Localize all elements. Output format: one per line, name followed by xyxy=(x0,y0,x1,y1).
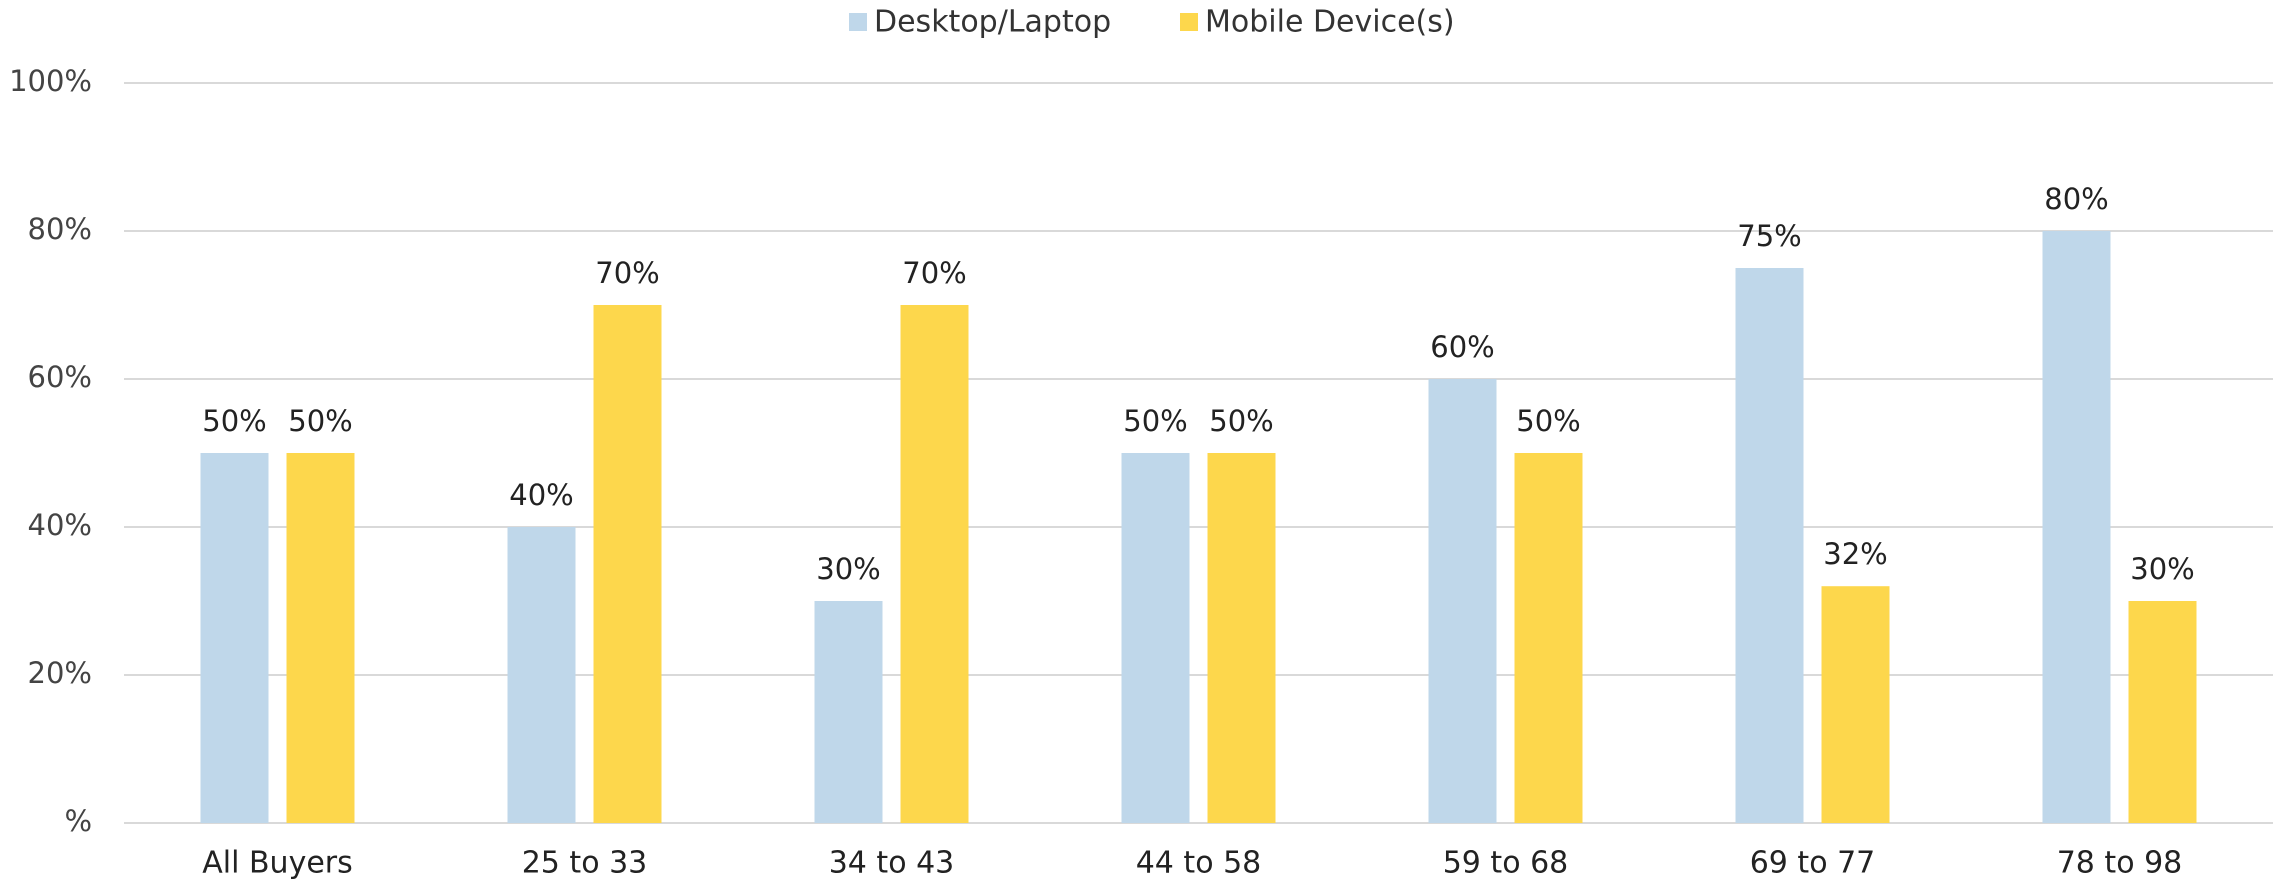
data-label: 32% xyxy=(1823,537,1887,571)
bar xyxy=(507,527,576,823)
data-label: 30% xyxy=(816,552,880,586)
y-tick-label: 80% xyxy=(28,212,92,246)
x-tick-label: 69 to 77 xyxy=(1750,846,1876,881)
legend-label: Desktop/Laptop xyxy=(874,5,1111,40)
y-tick-label: 60% xyxy=(28,360,92,394)
y-tick-label: % xyxy=(64,804,92,838)
data-label: 50% xyxy=(1209,404,1273,438)
legend-swatch xyxy=(1180,13,1198,31)
data-label: 50% xyxy=(1123,404,1187,438)
bar xyxy=(1207,453,1276,823)
bar xyxy=(1121,453,1190,823)
bar xyxy=(1821,586,1890,823)
bar xyxy=(1735,268,1804,823)
data-label: 60% xyxy=(1430,330,1494,364)
bar xyxy=(900,305,969,823)
bar xyxy=(1428,379,1497,823)
x-tick-label: 59 to 68 xyxy=(1443,846,1569,881)
x-tick-label: 78 to 98 xyxy=(2057,846,2183,881)
x-tick-label: All Buyers xyxy=(202,846,353,881)
bar xyxy=(1514,453,1583,823)
y-tick-label: 20% xyxy=(28,656,92,690)
bar xyxy=(2128,601,2197,823)
bar xyxy=(2042,231,2111,823)
bar xyxy=(814,601,883,823)
data-label: 30% xyxy=(2130,552,2194,586)
data-label: 75% xyxy=(1737,219,1801,253)
x-tick-label: 44 to 58 xyxy=(1136,846,1262,881)
x-tick-label: 34 to 43 xyxy=(829,846,955,881)
bar xyxy=(593,305,662,823)
bar xyxy=(200,453,269,823)
data-label: 50% xyxy=(1516,404,1580,438)
data-label: 50% xyxy=(202,404,266,438)
data-label: 50% xyxy=(288,404,352,438)
legend-label: Mobile Device(s) xyxy=(1205,5,1455,40)
y-tick-label: 100% xyxy=(9,64,92,98)
data-label: 80% xyxy=(2044,182,2108,216)
legend-swatch xyxy=(849,13,867,31)
data-label: 70% xyxy=(595,256,659,290)
bar xyxy=(286,453,355,823)
data-label: 70% xyxy=(902,256,966,290)
y-tick-label: 40% xyxy=(28,508,92,542)
data-label: 40% xyxy=(509,478,573,512)
x-tick-label: 25 to 33 xyxy=(522,846,648,881)
